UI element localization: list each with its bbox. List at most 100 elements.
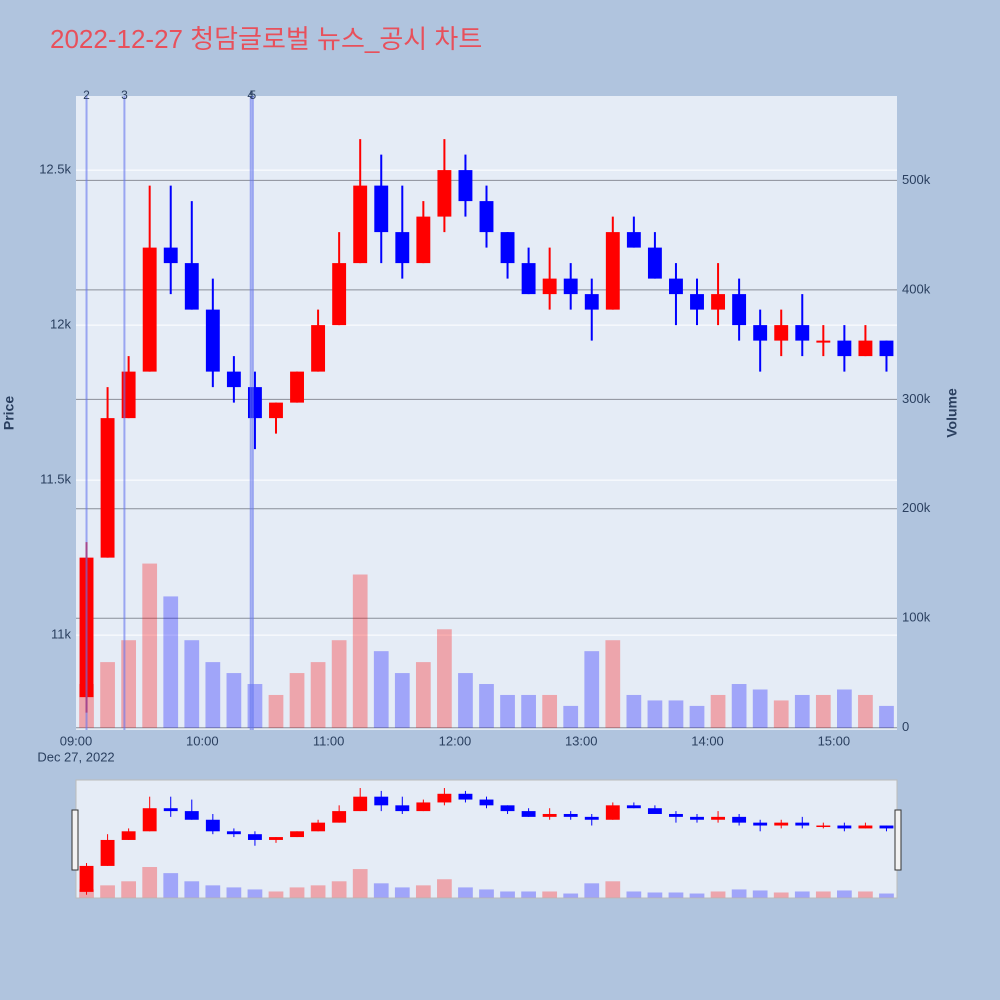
volume-bar xyxy=(794,694,810,728)
slider-handle[interactable] xyxy=(71,809,79,871)
slider-volume-bar xyxy=(584,883,600,898)
volume-bar xyxy=(668,700,684,728)
slider-volume-bar xyxy=(858,891,873,898)
slider-candle-body xyxy=(669,813,683,817)
slider-volume-bar xyxy=(184,881,200,898)
y2-tick-label: 0 xyxy=(902,719,909,734)
volume-bar xyxy=(226,673,242,728)
candle-body xyxy=(605,232,620,310)
volume-bar xyxy=(773,700,789,728)
volume-bar xyxy=(163,596,179,728)
volume-bar xyxy=(500,694,515,728)
volume-bar xyxy=(437,629,452,728)
candle-body xyxy=(163,247,178,264)
slider-volume-bar xyxy=(226,887,242,898)
volume-bar xyxy=(100,662,115,728)
event-label: 2 xyxy=(83,88,90,102)
volume-bar xyxy=(415,662,431,728)
candle-body xyxy=(458,170,473,202)
slider-volume-bar xyxy=(394,887,410,898)
slider-volume-bar xyxy=(668,892,684,898)
y2-axis-title: Volume xyxy=(944,388,960,438)
slider-volume-bar xyxy=(289,887,305,898)
slider-volume-bar xyxy=(142,867,158,898)
y-tick-label: 11.5k xyxy=(40,472,71,487)
slider-candle-body xyxy=(605,805,620,820)
event-label: 5 xyxy=(249,88,256,102)
y-tick-label: 11k xyxy=(51,627,71,642)
y-axis-title: Price xyxy=(1,396,17,430)
volume-bar xyxy=(563,705,579,728)
slider-volume-bar xyxy=(731,889,747,898)
slider-volume-bar xyxy=(415,885,431,898)
slider-volume-bar xyxy=(815,891,831,898)
slider-volume-bar xyxy=(163,873,179,898)
x-tick-label: 09:00 xyxy=(60,733,93,748)
slider-volume-bar xyxy=(605,881,621,898)
volume-bar xyxy=(626,694,642,728)
volume-bar xyxy=(815,694,831,728)
slider-volume-bar xyxy=(247,889,263,898)
slider-candle-body xyxy=(837,825,852,829)
slider-candle-body xyxy=(205,819,220,832)
volume-bar xyxy=(142,563,158,728)
slider-candle-body xyxy=(332,811,347,823)
slider-candle-body xyxy=(184,811,199,820)
y2-tick-label: 400k xyxy=(902,281,931,296)
candle-body xyxy=(711,294,726,310)
candle-body xyxy=(205,309,220,372)
candle-body xyxy=(879,340,894,357)
volume-bar xyxy=(689,705,705,728)
candle-body xyxy=(647,247,662,279)
volume-bar xyxy=(205,662,221,728)
slider-candle-body xyxy=(711,816,726,820)
slider-candle-body xyxy=(816,825,831,828)
volume-bar xyxy=(268,694,284,728)
slider-volume-bar xyxy=(121,881,136,898)
slider-volume-bar xyxy=(542,891,558,898)
chart-title: 2022-12-27 청담글로벌 뉴스_공시 차트 xyxy=(50,24,482,54)
slider-volume-bar xyxy=(100,885,115,898)
slider-candle-body xyxy=(247,834,262,840)
candle-body xyxy=(753,325,768,341)
candle-body xyxy=(626,232,641,248)
slider-candle-body xyxy=(374,796,389,806)
slider-candle-body xyxy=(395,805,410,812)
volume-bar xyxy=(394,673,410,728)
candle-body xyxy=(542,278,557,295)
slider-volume-bar xyxy=(773,892,789,898)
slider-volume-bar xyxy=(352,869,368,898)
slider-candle-body xyxy=(753,822,768,826)
slider-volume-bar xyxy=(331,881,347,898)
candle-body xyxy=(374,185,389,233)
slider-handle[interactable] xyxy=(894,809,902,871)
slider-candle-body xyxy=(795,822,810,826)
candle-body xyxy=(395,232,410,264)
slider-candle-body xyxy=(500,805,515,812)
slider-volume-bar xyxy=(563,893,579,898)
slider-candle-body xyxy=(479,799,494,806)
slider-volume-bar xyxy=(500,891,515,898)
volume-bar xyxy=(352,574,368,728)
candle-body xyxy=(669,278,683,295)
candle-body xyxy=(479,201,494,233)
candle-body xyxy=(584,294,599,310)
slider-volume-bar xyxy=(458,887,473,898)
candle-body xyxy=(416,216,431,264)
slider-candle-body xyxy=(858,825,873,829)
slider-volume-bar xyxy=(479,889,494,898)
x-tick-label: 12:00 xyxy=(439,733,472,748)
candle-body xyxy=(269,402,283,419)
volume-bar xyxy=(879,705,894,728)
x-tick-label: 14:00 xyxy=(691,733,724,748)
slider-volume-bar xyxy=(205,885,221,898)
volume-bar xyxy=(289,673,305,728)
slider-candle-body xyxy=(226,831,241,835)
volume-bar xyxy=(373,651,389,728)
volume-bar xyxy=(731,684,747,728)
candle-body xyxy=(290,371,304,403)
candle-body xyxy=(100,418,115,558)
slider-volume-bar xyxy=(437,879,452,898)
volume-bar xyxy=(542,694,558,728)
